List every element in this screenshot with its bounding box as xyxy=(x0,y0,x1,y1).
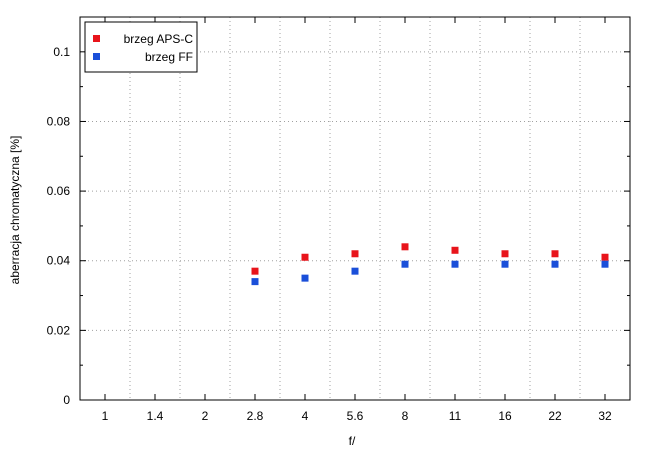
tick-labels: 0 0.02 0.04 0.06 0.08 0.1 1 1.4 2 2.8 4 5.6 8 11 16 22 3… xyxy=(47,45,612,423)
legend-label-ff: brzeg FF xyxy=(145,50,193,64)
point-series-1 xyxy=(401,260,409,268)
x-tick-label: 1.4 xyxy=(147,409,164,423)
x-tick-label: 5.6 xyxy=(347,409,364,423)
data-points xyxy=(251,243,609,286)
point-series-0 xyxy=(501,250,509,258)
legend: brzeg APS-C brzeg FF xyxy=(84,21,198,73)
point-series-0 xyxy=(351,250,359,258)
point-series-1 xyxy=(601,260,609,268)
point-series-1 xyxy=(351,267,359,275)
point-series-0 xyxy=(251,267,259,275)
point-series-0 xyxy=(401,243,409,251)
x-tick-label: 4 xyxy=(302,409,309,423)
plot-frame xyxy=(79,16,631,401)
point-series-0 xyxy=(451,246,459,254)
y-tick-label: 0.1 xyxy=(53,45,70,59)
y-tick-label: 0.02 xyxy=(47,323,71,337)
legend-marker-ff xyxy=(93,53,100,60)
point-series-1 xyxy=(301,274,309,282)
point-series-1 xyxy=(551,260,559,268)
y-tick-label: 0.04 xyxy=(47,254,71,268)
point-series-1 xyxy=(251,278,259,286)
legend-box xyxy=(84,21,198,73)
y-tick-label: 0.06 xyxy=(47,184,71,198)
y-tick-label: 0 xyxy=(63,393,70,407)
y-axis-label: aberracja chromatyczna [%] xyxy=(8,136,22,285)
point-series-1 xyxy=(501,260,509,268)
grid xyxy=(80,17,630,400)
x-tick-label: 1 xyxy=(102,409,109,423)
point-series-1 xyxy=(451,260,459,268)
ticks xyxy=(80,17,630,401)
x-tick-label: 32 xyxy=(598,409,612,423)
x-axis-label: f/ xyxy=(349,434,356,448)
point-series-0 xyxy=(601,253,609,261)
x-tick-label: 8 xyxy=(402,409,409,423)
point-series-0 xyxy=(551,250,559,258)
point-series-0 xyxy=(301,253,309,261)
x-tick-label: 11 xyxy=(449,409,462,423)
x-tick-label: 16 xyxy=(498,409,512,423)
x-tick-label: 2.8 xyxy=(247,409,264,423)
x-tick-label: 2 xyxy=(202,409,209,423)
y-tick-label: 0.08 xyxy=(47,114,71,128)
legend-marker-aps-c xyxy=(93,35,100,42)
x-tick-label: 22 xyxy=(548,409,562,423)
legend-label-aps-c: brzeg APS-C xyxy=(124,32,194,46)
